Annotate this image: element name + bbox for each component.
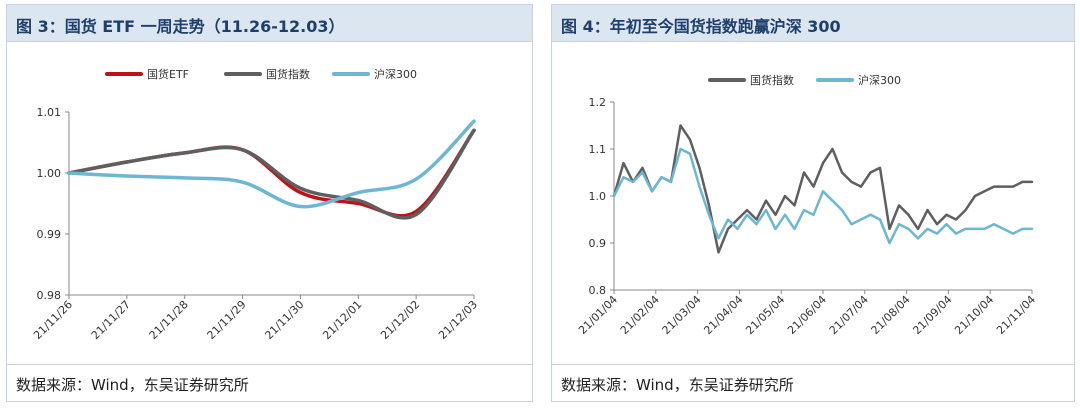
left-y-tick-label: 0.99 xyxy=(37,228,62,241)
right-chart-source: 数据来源：Wind，东吴证券研究所 xyxy=(561,376,794,394)
left-chart-area: 0.98 0.99 1.00 1.01 21/11/26 21/11/27 21/11/28… xyxy=(7,42,532,362)
right-x-tick-label: 21/04/04 xyxy=(701,293,745,337)
left-x-tick-label: 21/11/30 xyxy=(262,298,306,342)
right-y-tick-label: 1.1 xyxy=(589,143,607,156)
right-chart-area: 0.8 0.9 1.0 1.1 1.2 21/01/04 21/02/04 21/03/04 2… xyxy=(552,42,1074,362)
right-x-tick-label: 21/09/04 xyxy=(910,293,954,337)
right-y-tick-label: 0.8 xyxy=(589,284,607,297)
left-series-csi300-line xyxy=(67,119,476,209)
left-x-tick-label: 21/12/01 xyxy=(320,298,364,342)
left-x-tick-label: 21/11/27 xyxy=(89,298,133,342)
right-chart-svg: 0.80.91.01.11.221/01/0421/02/0421/03/042… xyxy=(576,73,1038,337)
left-y-tick-label: 1.01 xyxy=(37,106,62,119)
left-chart-source: 数据来源：Wind，东吴证券研究所 xyxy=(16,376,249,394)
right-y-tick-label: 0.9 xyxy=(589,237,607,250)
left-legend-label-index: 国货指数 xyxy=(266,67,310,81)
right-y-tick-label: 1.0 xyxy=(589,190,607,203)
left-legend-label-etf: 国货ETF xyxy=(147,67,189,81)
left-series-etf-line xyxy=(67,128,476,218)
left-x-tick-label: 21/12/02 xyxy=(378,298,422,342)
left-chart-titlebar: 图 3：国货 ETF 一周走势（11.26-12.03） xyxy=(7,5,532,42)
left-chart-footer: 数据来源：Wind，东吴证券研究所 xyxy=(7,364,532,401)
left-x-tick-label: 21/11/26 xyxy=(31,298,75,342)
left-y-tick-label: 0.98 xyxy=(37,289,62,302)
right-x-tick-label: 21/05/04 xyxy=(743,293,787,337)
left-x-tick-label: 21/11/28 xyxy=(147,298,191,342)
left-x-tick-label: 21/12/03 xyxy=(436,298,480,342)
right-x-tick-label: 21/11/04 xyxy=(994,293,1038,337)
left-legend-label-csi300: 沪深300 xyxy=(374,67,417,81)
left-series-index-line xyxy=(67,128,476,220)
right-x-tick-label: 21/07/04 xyxy=(827,293,871,337)
right-x-tick-label: 21/06/04 xyxy=(785,293,829,337)
right-chart-title: 图 4：年初至今国货指数跑赢沪深 300 xyxy=(561,17,841,36)
right-series-csi300-line xyxy=(612,147,1034,245)
right-series-index-line xyxy=(612,124,1034,254)
left-y-tick-label: 1.00 xyxy=(37,167,62,180)
left-chart-title: 图 3：国货 ETF 一周走势（11.26-12.03） xyxy=(16,17,345,36)
right-y-tick-label: 1.2 xyxy=(589,96,607,109)
right-chart-titlebar: 图 4：年初至今国货指数跑赢沪深 300 xyxy=(552,5,1074,42)
left-chart-svg: 0.98 0.99 1.00 1.01 21/11/26 21/11/27 21/11/28… xyxy=(31,67,480,342)
right-chart-panel: 图 4：年初至今国货指数跑赢沪深 300 0.8 0.9 1.0 1.1 1.2 21/0… xyxy=(551,4,1075,402)
right-x-tick-label: 21/10/04 xyxy=(952,293,996,337)
right-x-tick-label: 21/03/04 xyxy=(660,293,704,337)
left-chart-panel: 图 3：国货 ETF 一周走势（11.26-12.03） 0.98 0.99 1.0… xyxy=(6,4,533,402)
right-x-tick-label: 21/08/04 xyxy=(869,293,913,337)
right-x-tick-label: 21/02/04 xyxy=(618,293,662,337)
right-legend-label-csi300: 沪深300 xyxy=(858,73,901,87)
left-x-tick-label: 21/11/29 xyxy=(205,298,249,342)
right-legend-label-index: 国货指数 xyxy=(750,73,794,87)
right-chart-footer: 数据来源：Wind，东吴证券研究所 xyxy=(552,364,1074,401)
right-x-tick-label: 21/01/04 xyxy=(576,293,620,337)
